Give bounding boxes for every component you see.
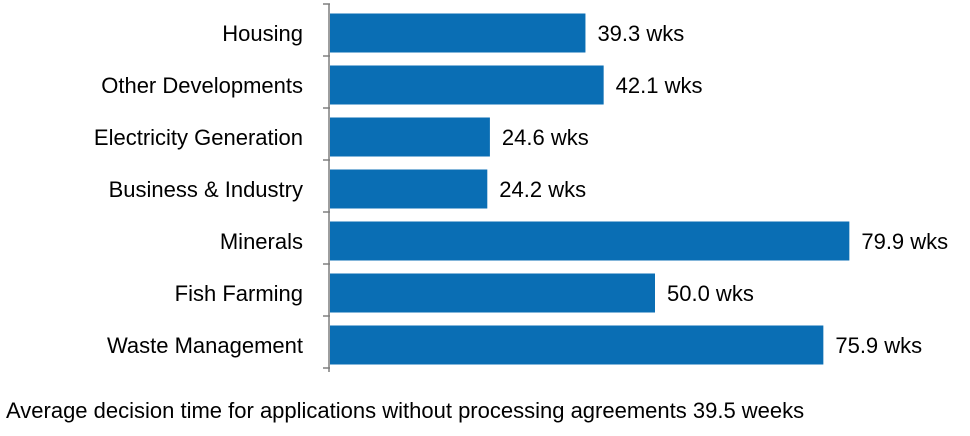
value-label: 50.0 wks bbox=[667, 281, 754, 306]
bar-fish-farming bbox=[330, 273, 655, 313]
bar-other-developments bbox=[330, 65, 604, 105]
category-label: Housing bbox=[222, 21, 303, 46]
value-label: 42.1 wks bbox=[616, 73, 703, 98]
bar-electricity-generation bbox=[330, 117, 490, 157]
value-label: 39.3 wks bbox=[597, 21, 684, 46]
bar-business-industry bbox=[330, 169, 488, 209]
category-label: Electricity Generation bbox=[94, 125, 303, 150]
category-label: Other Developments bbox=[101, 73, 303, 98]
category-label: Minerals bbox=[220, 229, 303, 254]
category-label: Fish Farming bbox=[175, 281, 303, 306]
value-label: 75.9 wks bbox=[835, 333, 922, 358]
category-label: Business & Industry bbox=[109, 177, 303, 202]
bar-minerals bbox=[330, 221, 850, 261]
bar-chart: Housing 39.3 wks Other Developments 42.1 wk… bbox=[94, 3, 948, 372]
bar-waste-management bbox=[330, 325, 824, 365]
category-label: Waste Management bbox=[107, 333, 303, 358]
bar-housing bbox=[330, 13, 586, 53]
footnote: Average decision time for applications w… bbox=[6, 398, 805, 423]
value-label: 79.9 wks bbox=[861, 229, 948, 254]
value-label: 24.6 wks bbox=[502, 125, 589, 150]
value-label: 24.2 wks bbox=[499, 177, 586, 202]
